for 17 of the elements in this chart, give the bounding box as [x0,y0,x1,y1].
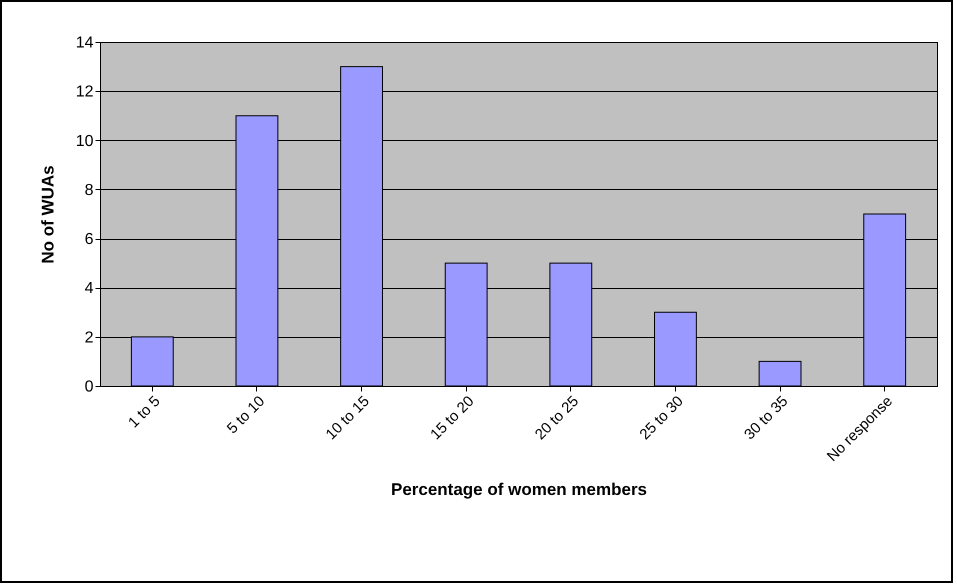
x-axis-title: Percentage of women members [390,480,648,500]
y-tick-label: 8 [84,182,94,199]
y-tick-label: 12 [76,84,94,101]
x-tick-label: 5 to 10 [224,392,268,438]
y-tick-label: 6 [84,231,94,248]
y-tick-label: 2 [84,329,94,346]
y-tick-label: 0 [84,378,94,396]
x-tick-label: 1 to 5 [125,392,164,432]
y-tick-label: 10 [76,132,94,150]
y-tick-label: 14 [76,34,94,52]
y-tick-label: 4 [84,280,94,298]
x-tick-label: 10 to 15 [322,392,373,444]
x-tick-label: 20 to 25 [532,392,582,444]
y-axis-title: No of WUAs [38,165,58,264]
x-tick-label: 30 to 35 [741,392,792,444]
x-tick-label: 25 to 30 [636,392,687,444]
x-tick-label: 15 to 20 [427,392,478,444]
